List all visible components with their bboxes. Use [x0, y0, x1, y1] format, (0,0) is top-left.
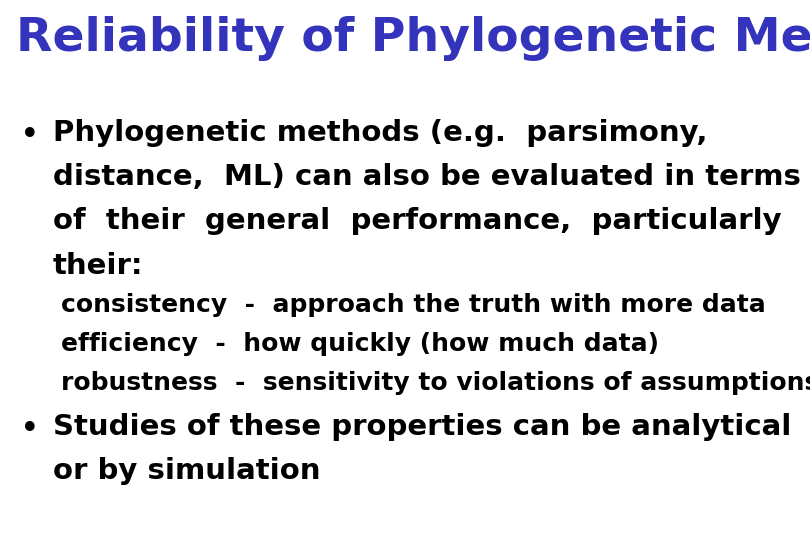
Text: distance,  ML) can also be evaluated in terms: distance, ML) can also be evaluated in t… — [53, 163, 800, 191]
Text: •: • — [20, 119, 40, 152]
Text: •: • — [20, 413, 40, 446]
Text: efficiency  -  how quickly (how much data): efficiency - how quickly (how much data) — [61, 332, 659, 356]
Text: Studies of these properties can be analytical: Studies of these properties can be analy… — [53, 413, 791, 441]
Text: consistency  -  approach the truth with more data: consistency - approach the truth with mo… — [61, 293, 765, 317]
Text: Phylogenetic methods (e.g.  parsimony,: Phylogenetic methods (e.g. parsimony, — [53, 119, 707, 147]
Text: of  their  general  performance,  particularly: of their general performance, particular… — [53, 207, 782, 235]
Text: or by simulation: or by simulation — [53, 457, 320, 485]
Text: Reliability of Phylogenetic Methods: Reliability of Phylogenetic Methods — [16, 16, 810, 61]
Text: their:: their: — [53, 252, 143, 280]
Text: robustness  -  sensitivity to violations of assumptions: robustness - sensitivity to violations o… — [61, 371, 810, 395]
